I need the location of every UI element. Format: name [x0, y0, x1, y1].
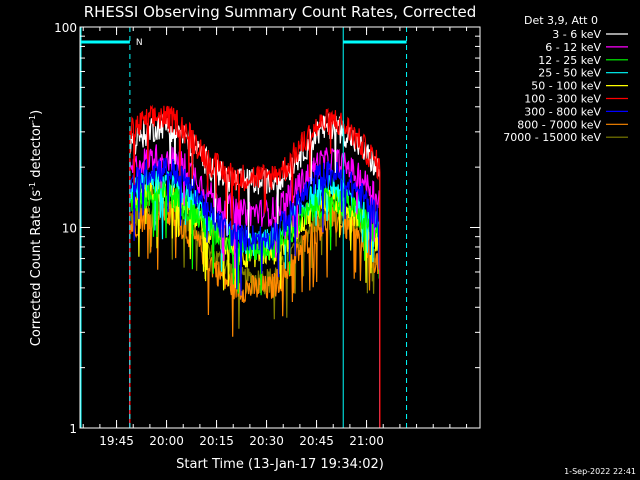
y-tick-label: 1 — [69, 422, 77, 436]
x-tick-label: 20:30 — [249, 434, 284, 448]
y-axis-label-sup1: -1 — [28, 182, 37, 190]
series-line-100-300-kev — [129, 104, 381, 428]
x-tick-label: 21:00 — [349, 434, 384, 448]
series-line-800-7000-kev — [129, 199, 381, 428]
legend-label: 300 - 800 keV — [524, 105, 601, 118]
y-axis-ticks: 1 10 100 — [54, 21, 480, 436]
x-tick-label: 19:45 — [99, 434, 134, 448]
x-tick-label: 20:15 — [199, 434, 234, 448]
legend-label: 12 - 25 keV — [538, 54, 601, 67]
chart-title: RHESSI Observing Summary Count Rates, Co… — [84, 3, 477, 21]
series-line-300-800-kev — [129, 157, 381, 428]
y-axis-label-main: Corrected Count Rate (s — [29, 190, 44, 347]
y-axis-label-mid: detector — [29, 122, 44, 182]
x-tick-label: 20:45 — [299, 434, 334, 448]
series-line-3-6-kev — [129, 110, 381, 428]
x-tick-label: 20:00 — [149, 434, 184, 448]
y-axis-label-sup2: -1 — [28, 115, 37, 123]
y-tick-label: 10 — [62, 222, 77, 236]
y-axis-label: Corrected Count Rate (s-1 detector-1) — [28, 110, 44, 346]
series-line-6-12-kev — [129, 144, 381, 428]
legend-label: 25 - 50 keV — [538, 67, 601, 80]
legend-title: Det 3,9, Att 0 — [524, 14, 598, 27]
legend-label: 50 - 100 keV — [531, 80, 601, 93]
night-label: N — [136, 38, 143, 48]
timestamp: 1-Sep-2022 22:41 — [564, 467, 636, 476]
legend-label: 7000 - 15000 keV — [503, 131, 601, 144]
plot-region — [129, 104, 381, 428]
legend-label: 3 - 6 keV — [552, 28, 601, 41]
x-axis-label: Start Time (13-Jan-17 19:34:02) — [176, 457, 384, 472]
y-tick-label: 100 — [54, 21, 77, 35]
legend-label: 100 - 300 keV — [524, 93, 601, 106]
legend-label: 800 - 7000 keV — [517, 118, 601, 131]
legend-label: 6 - 12 keV — [545, 41, 601, 54]
y-axis-label-end: ) — [29, 110, 44, 115]
series-line-12-25-kev — [129, 179, 381, 428]
x-axis-ticks: 19:45 20:00 20:15 20:30 20:45 21:00 — [82, 27, 468, 448]
